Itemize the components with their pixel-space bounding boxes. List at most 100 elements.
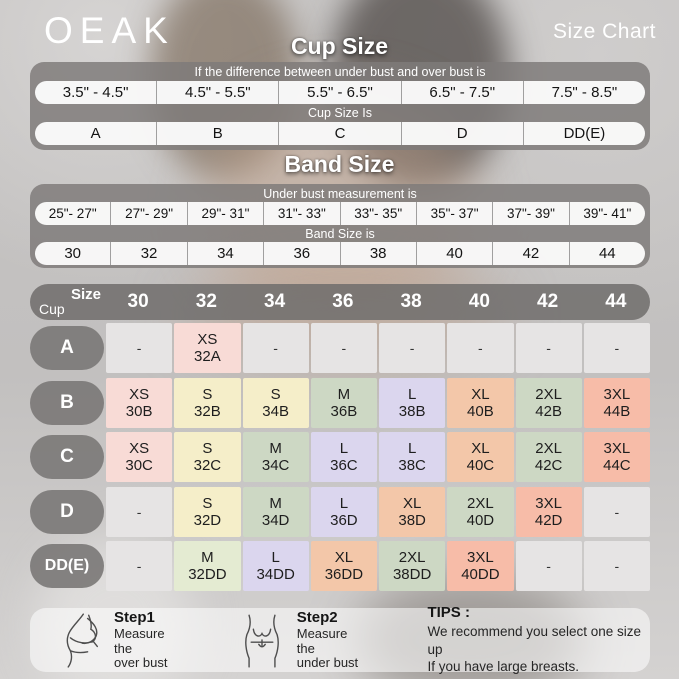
- size-cell-38B: L 38B: [379, 377, 446, 428]
- cup-row-label: DD(E): [30, 544, 104, 589]
- band-column-header: 44: [605, 291, 627, 312]
- size-cell-empty: -: [583, 541, 650, 592]
- step2-block: Step2 Measure the under bust: [239, 609, 364, 672]
- cup-range-cell: 5.5" - 6.5": [278, 81, 400, 104]
- band-value-cell: 38: [339, 242, 416, 265]
- cup-range-cell: 6.5" - 7.5": [400, 81, 523, 104]
- size-cell-36C: L 36C: [310, 432, 377, 483]
- size-cell-40D: 2XL 40D: [447, 486, 514, 537]
- band-value-row: 30 32 34 36 38 40 42 44: [35, 242, 645, 265]
- cup-range-cell: 4.5" - 5.5": [156, 81, 278, 104]
- cup-value-cell: D: [400, 122, 523, 145]
- step1-title: Step1: [114, 608, 155, 626]
- size-cell-empty: -: [515, 323, 582, 374]
- size-cell-32C: S 32C: [174, 432, 241, 483]
- cup-condition-label: If the difference between under bust and…: [194, 65, 486, 79]
- matrix-row-C: C XS 30C S 32C M 34C L 36C L 38C XL 40C 2XL 42C 3XL 44C: [30, 432, 650, 483]
- band-value-cell: 40: [415, 242, 492, 265]
- size-cell-38D: XL 38D: [379, 486, 446, 537]
- size-cell-empty: -: [310, 323, 377, 374]
- band-value-cell: 34: [186, 242, 263, 265]
- size-cell-empty: -: [106, 486, 173, 537]
- size-cell-empty: -: [583, 323, 650, 374]
- matrix-row-B: B XS 30B S 32B S 34B M 36B L 38B XL 40B 2XL 42B 3XL 44B: [30, 377, 650, 429]
- band-value-cell: 32: [110, 242, 186, 265]
- tips-line1: We recommend you select one size up: [427, 624, 642, 657]
- step2-title: Step2: [296, 608, 338, 626]
- size-cell-32A: XS 32A: [174, 323, 241, 374]
- step1-line1: Measure the: [114, 625, 165, 656]
- size-cell-44C: 3XL 44C: [583, 432, 650, 483]
- cup-value-cell: B: [156, 122, 278, 145]
- cup-range-cell: 3.5" - 4.5": [62, 84, 129, 101]
- band-value-cell: 42: [492, 242, 568, 265]
- size-cell-42D: 3XL 42D: [515, 486, 582, 537]
- size-cell-36DD: XL 36DD: [310, 541, 377, 592]
- tips-title: TIPS :: [427, 604, 470, 622]
- band-column-header: 42: [537, 291, 559, 312]
- band-range-cell: 29"- 31": [186, 202, 263, 225]
- tips-line2: If you have large breasts.: [427, 659, 580, 675]
- size-cell-38C: L 38C: [379, 432, 446, 483]
- band-range-cell: 39"- 41": [568, 202, 645, 225]
- band-column-header: 36: [332, 291, 354, 312]
- matrix-body: A - XS 32A - - - - - - B XS 30B S 32B S 34B M 36B L 38B XL 40B…: [30, 323, 650, 596]
- band-size-panel: Under bust measurement is 25"- 27" 27"- 2…: [30, 184, 650, 268]
- size-cell-empty: -: [447, 323, 514, 374]
- brand-logo: OEAK: [44, 10, 175, 51]
- measure-guide-bar: Step1 Measure the over bust Step2 Measur…: [30, 604, 650, 674]
- band-range-cell: 35"- 37": [415, 202, 492, 225]
- size-cell-empty: -: [379, 323, 446, 374]
- size-cell-empty: -: [242, 323, 309, 374]
- band-range-cell: 25"- 27": [48, 206, 97, 221]
- band-value-cell: 30: [64, 245, 82, 262]
- band-column-header: 32: [195, 291, 217, 312]
- size-cell-34B: S 34B: [242, 377, 309, 428]
- band-column-header: 34: [264, 291, 286, 312]
- size-cell-40B: XL 40B: [447, 377, 514, 428]
- size-cell-empty: -: [583, 486, 650, 537]
- size-cell-36B: M 36B: [310, 377, 377, 428]
- matrix-row-DD(E): DD(E) - M 32DD L 34DD XL 36DD 2XL 38DD 3XL 40DD - -: [30, 541, 650, 592]
- band-condition-label: Under bust measurement is: [263, 187, 417, 201]
- cup-size-panel: If the difference between under bust and…: [30, 62, 650, 150]
- size-cell-36D: L 36D: [310, 486, 377, 537]
- cup-range-cell: 7.5" - 8.5": [522, 81, 645, 104]
- cup-row-label: B: [30, 380, 104, 425]
- cup-value-cell: C: [278, 122, 400, 145]
- matrix-header-row: Size Cup 30 32 34 36 38 40 42 44: [30, 284, 650, 320]
- size-cell-34C: M 34C: [242, 432, 309, 483]
- band-range-cell: 37"- 39": [492, 202, 568, 225]
- size-cell-40DD: 3XL 40DD: [447, 541, 514, 592]
- cup-range-row: 3.5" - 4.5" 4.5" - 5.5" 5.5" - 6.5" 6.5" - …: [35, 81, 645, 104]
- band-column-header: 30: [127, 291, 149, 312]
- size-cell-34D: M 34D: [242, 486, 309, 537]
- size-cell-30B: XS 30B: [106, 377, 173, 428]
- size-cell-38DD: 2XL 38DD: [379, 541, 446, 592]
- step2-line2: under bust: [296, 655, 359, 671]
- size-cell-32B: S 32B: [174, 377, 241, 428]
- tips-block: TIPS : We recommend you select one size …: [427, 604, 650, 676]
- cup-value-row: A B C D DD(E): [35, 122, 645, 145]
- corner-size-label: Size: [70, 286, 101, 303]
- step1-block: Step1 Measure the over bust: [56, 609, 181, 672]
- band-size-title: Band Size: [284, 151, 395, 177]
- size-cell-44B: 3XL 44B: [583, 377, 650, 428]
- band-range-cell: 31"- 33": [263, 202, 339, 225]
- cup-row-label: A: [30, 326, 104, 371]
- matrix-corner-cell: Size Cup: [30, 284, 104, 320]
- band-range-cell: 27"- 29": [110, 202, 186, 225]
- band-range-row: 25"- 27" 27"- 29" 29"- 31" 31"- 33" 33"- 35"…: [35, 202, 645, 225]
- page-title: Size Chart: [552, 20, 656, 43]
- size-cell-30C: XS 30C: [106, 432, 173, 483]
- cup-value-cell: A: [90, 125, 101, 142]
- size-cell-40C: XL 40C: [447, 432, 514, 483]
- step2-line1: Measure the: [296, 625, 348, 656]
- matrix-row-A: A - XS 32A - - - - - -: [30, 323, 650, 374]
- size-cell-empty: -: [515, 541, 582, 592]
- step1-line2: over bust: [114, 655, 168, 671]
- size-cell-42B: 2XL 42B: [515, 377, 582, 428]
- matrix-row-D: D - S 32D M 34D L 36D XL 38D 2XL 40D 3XL 42D -: [30, 486, 650, 538]
- size-cell-32DD: M 32DD: [174, 541, 241, 592]
- size-cell-34DD: L 34DD: [242, 541, 309, 592]
